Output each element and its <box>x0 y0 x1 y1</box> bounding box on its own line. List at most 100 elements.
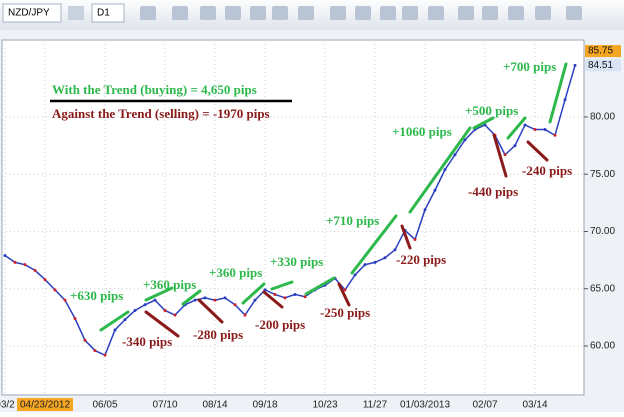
x-tick-label: 06/05 <box>92 400 117 411</box>
price-point <box>303 295 307 299</box>
price-point <box>233 303 237 307</box>
price-point <box>563 98 567 102</box>
tool-icon[interactable] <box>298 6 314 20</box>
tool-icon[interactable] <box>140 6 156 20</box>
annotation: +630 pips <box>70 288 123 303</box>
trend-line <box>99 310 130 332</box>
price-point <box>463 138 467 142</box>
tool-icon[interactable] <box>68 6 84 20</box>
price-point <box>363 263 367 267</box>
annotation: +1060 pips <box>392 124 452 139</box>
tool-icon[interactable] <box>566 6 582 20</box>
annotation: +700 pips <box>503 59 556 74</box>
price-point <box>513 144 517 148</box>
price-point <box>413 237 417 241</box>
price-point <box>163 308 167 312</box>
x-tick-label: 04/23/2012 <box>20 400 70 411</box>
price-point <box>283 296 287 300</box>
price-point <box>83 338 87 342</box>
price-point <box>73 317 77 321</box>
price-point <box>353 273 357 277</box>
tool-icon[interactable] <box>172 6 188 20</box>
timeframe-select[interactable] <box>91 3 125 23</box>
price-point <box>433 188 437 192</box>
grid <box>2 40 584 395</box>
symbol-select[interactable] <box>2 3 62 23</box>
tool-icon[interactable] <box>380 6 396 20</box>
price-point <box>253 298 257 302</box>
tool-icon[interactable] <box>458 6 474 20</box>
tool-icon[interactable] <box>330 6 346 20</box>
annotation: -340 pips <box>122 334 172 349</box>
trend-line <box>270 280 294 291</box>
price-point <box>553 133 557 137</box>
price-point <box>3 254 7 258</box>
price-point <box>63 298 67 302</box>
annotation: +360 pips <box>209 265 262 280</box>
price-marker-label: 84.51 <box>588 60 613 71</box>
tool-icon[interactable] <box>250 6 266 20</box>
trend-line <box>548 62 568 124</box>
tool-icon[interactable] <box>200 6 216 20</box>
trend-line <box>197 298 224 324</box>
y-tick-label: 65.00 <box>590 283 615 294</box>
tool-icon[interactable] <box>482 6 498 20</box>
y-tick-label: 60.00 <box>590 341 615 352</box>
annotation: +500 pips <box>465 103 518 118</box>
annotation: +330 pips <box>270 254 323 269</box>
tool-icon[interactable] <box>402 6 418 20</box>
annotation: +360 pips <box>143 277 196 292</box>
price-point <box>443 168 447 172</box>
price-point <box>383 256 387 260</box>
symbol: NZD/JPY <box>8 8 50 19</box>
price-point <box>373 260 377 264</box>
price-point <box>123 318 127 322</box>
trend-line <box>506 116 527 140</box>
price-point <box>523 123 527 127</box>
tool-icon[interactable] <box>535 6 551 20</box>
trend-line <box>408 126 472 214</box>
annotation: -440 pips <box>468 184 518 199</box>
trend-line <box>492 133 508 178</box>
tool-icon[interactable] <box>355 6 371 20</box>
y-tick-label: 70.00 <box>590 226 615 237</box>
x-tick-label: 11/27 <box>363 400 388 411</box>
annotation: -280 pips <box>193 327 243 342</box>
x-tick-label: 03/2 <box>0 400 15 411</box>
trend-line <box>144 286 174 302</box>
price-point <box>113 328 117 332</box>
toolbar-icons <box>140 6 582 20</box>
trend-line <box>262 290 284 309</box>
trend-line <box>472 116 495 130</box>
x-tick-label: 08/14 <box>202 400 227 411</box>
x-tick-label: 10/23 <box>312 400 337 411</box>
annotation: -220 pips <box>396 252 446 267</box>
tool-icon[interactable] <box>428 6 444 20</box>
tool-icon[interactable] <box>272 6 288 20</box>
x-tick-label: 01/03/2013 <box>400 400 450 411</box>
summary-text: With the Trend (buying) = 4,650 pips <box>52 82 257 97</box>
price-marker-label: 85.75 <box>588 46 613 57</box>
y-tick-label: 80.00 <box>590 112 615 123</box>
price-point <box>343 288 347 292</box>
trend-line <box>350 214 398 275</box>
x-tick-label: 09/18 <box>252 400 277 411</box>
price-point <box>93 349 97 353</box>
price-point <box>243 313 247 317</box>
price-marker <box>585 59 621 72</box>
summary-text: Against the Trend (selling) = -1970 pips <box>52 106 270 121</box>
price-point <box>133 308 137 312</box>
trend-line <box>181 289 202 306</box>
price-point <box>33 268 37 272</box>
trend-line <box>337 282 351 307</box>
annotation: -200 pips <box>255 317 305 332</box>
price-point <box>503 153 507 157</box>
tool-icon[interactable] <box>225 6 241 20</box>
price-point <box>273 292 277 296</box>
x-tick-label: 07/10 <box>152 400 177 411</box>
tool-icon[interactable] <box>508 6 524 20</box>
price-point <box>13 260 17 264</box>
price-point <box>423 208 427 212</box>
